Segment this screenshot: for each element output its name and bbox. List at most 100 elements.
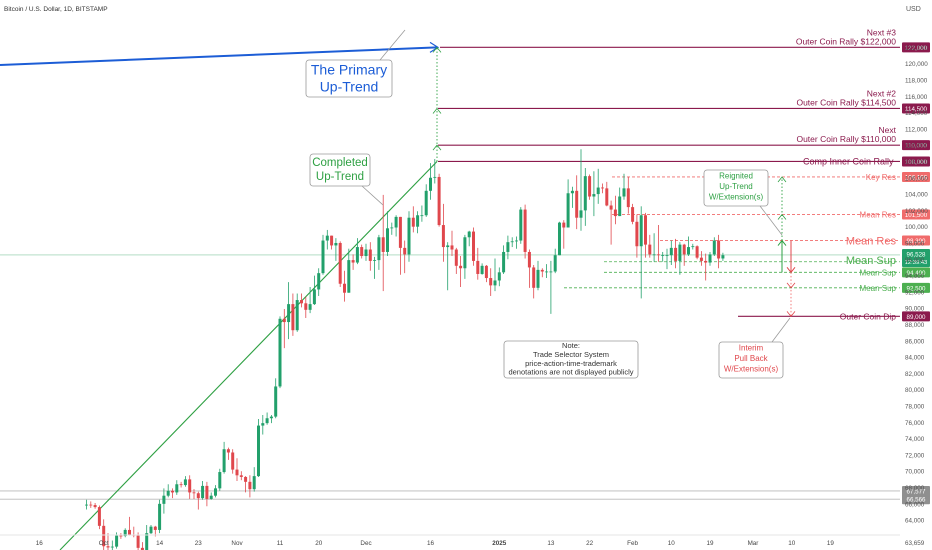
candle (248, 475, 252, 498)
candle (119, 533, 123, 539)
candle-body (682, 244, 686, 255)
price-tag-outerdip (902, 311, 930, 322)
candle-body (480, 265, 484, 274)
candle (171, 488, 174, 499)
candle (373, 256, 377, 279)
candle-body (484, 265, 488, 279)
y-tick-label: 116,000 (905, 94, 928, 101)
candle-body (347, 260, 351, 293)
x-tick-label: 11 (277, 540, 284, 547)
candle (493, 258, 497, 292)
candle (515, 236, 518, 249)
candle-body (454, 249, 458, 266)
candle (545, 264, 549, 279)
candle-body (119, 535, 123, 537)
candle (377, 234, 381, 270)
candle (231, 449, 235, 474)
y-tick-label: 122,000 (905, 45, 928, 52)
candle-body (321, 240, 325, 274)
completed-trend-callout-pointer (361, 185, 384, 206)
candle (717, 234, 721, 269)
candle (317, 268, 321, 296)
candle (244, 476, 248, 493)
candle (351, 254, 355, 270)
candle-body (136, 535, 140, 548)
candle-body (717, 240, 721, 259)
candle (158, 499, 162, 534)
reignited-callout-box (703, 169, 769, 207)
candle-body (592, 194, 596, 197)
price-tag-text: 92,500 (907, 285, 926, 292)
candle-body (300, 300, 303, 304)
candle-body (325, 235, 329, 241)
candle-body (282, 318, 286, 323)
candle-body (605, 188, 609, 206)
candle (205, 481, 209, 507)
candle (523, 204, 527, 259)
price-tag-text: 67,577 (907, 488, 926, 495)
level-label-next2: Next #2 (867, 88, 897, 98)
candle-body (308, 304, 312, 310)
candle-body (497, 272, 501, 281)
price-tag-text: 89,000 (907, 314, 926, 321)
candle (106, 533, 110, 550)
candle (312, 275, 316, 305)
candle (678, 242, 682, 275)
candle-body (149, 526, 153, 534)
price-tag-text: 106,100 (905, 174, 928, 181)
x-tick-label: Nov (231, 540, 243, 547)
candle (540, 268, 544, 278)
y-tick-label: 118,000 (905, 77, 928, 84)
candle-body (644, 215, 647, 245)
candle-body (110, 546, 114, 548)
x-tick-label: Oct (99, 540, 109, 547)
candle-body (390, 227, 394, 229)
price-tag-g1 (902, 485, 930, 496)
candle (140, 542, 144, 550)
candle (618, 187, 622, 217)
primary-trend-arrow (429, 41, 440, 53)
candle-body (373, 260, 377, 261)
y-tick-label: 88,000 (905, 322, 925, 329)
x-tick-label: 13 (547, 540, 555, 547)
level-label-keyres: Key Res (866, 173, 896, 182)
candle-body (540, 269, 544, 272)
candle-body (386, 228, 389, 252)
candle-body (128, 529, 131, 535)
level-label-next2: Outer Coin Rally $114,500 (796, 97, 896, 107)
primary-trend-line (0, 46, 438, 66)
candle (179, 481, 183, 488)
level-label-meanres2: Mean Res (846, 236, 897, 248)
interim-callout-box (718, 341, 784, 379)
candle (661, 251, 665, 262)
candle-body (626, 188, 630, 208)
candle (510, 237, 514, 248)
price-tag-meansup3 (902, 282, 930, 293)
candle-body (463, 237, 467, 269)
y-tick-label: 74,000 (905, 436, 925, 443)
candle (235, 458, 239, 482)
candle-body (235, 469, 239, 476)
candle (484, 264, 488, 283)
price-tag-text: 110,000 (905, 143, 927, 150)
candle-body (450, 245, 454, 250)
candle-body (394, 216, 398, 228)
candle-body (656, 254, 660, 256)
candle-body (93, 505, 97, 508)
candle-body (257, 425, 260, 477)
primary-trend-callout-text: Up-Trend (320, 79, 379, 95)
candle-body (239, 475, 243, 477)
price-axis: 64,000 66,000 68,000 70,000 72,000 74,000 76,0… (905, 45, 928, 547)
candle (656, 225, 660, 262)
note-box-text: Trade Selector System (533, 350, 609, 359)
price-tag-text: 122,000 (905, 45, 928, 52)
candle-body (553, 255, 557, 272)
candle (699, 251, 703, 266)
candle (291, 293, 295, 336)
price-tag-next1 (902, 140, 930, 151)
candle (622, 173, 626, 200)
candle (343, 270, 346, 302)
candle (467, 230, 471, 247)
candle-body (669, 247, 673, 256)
